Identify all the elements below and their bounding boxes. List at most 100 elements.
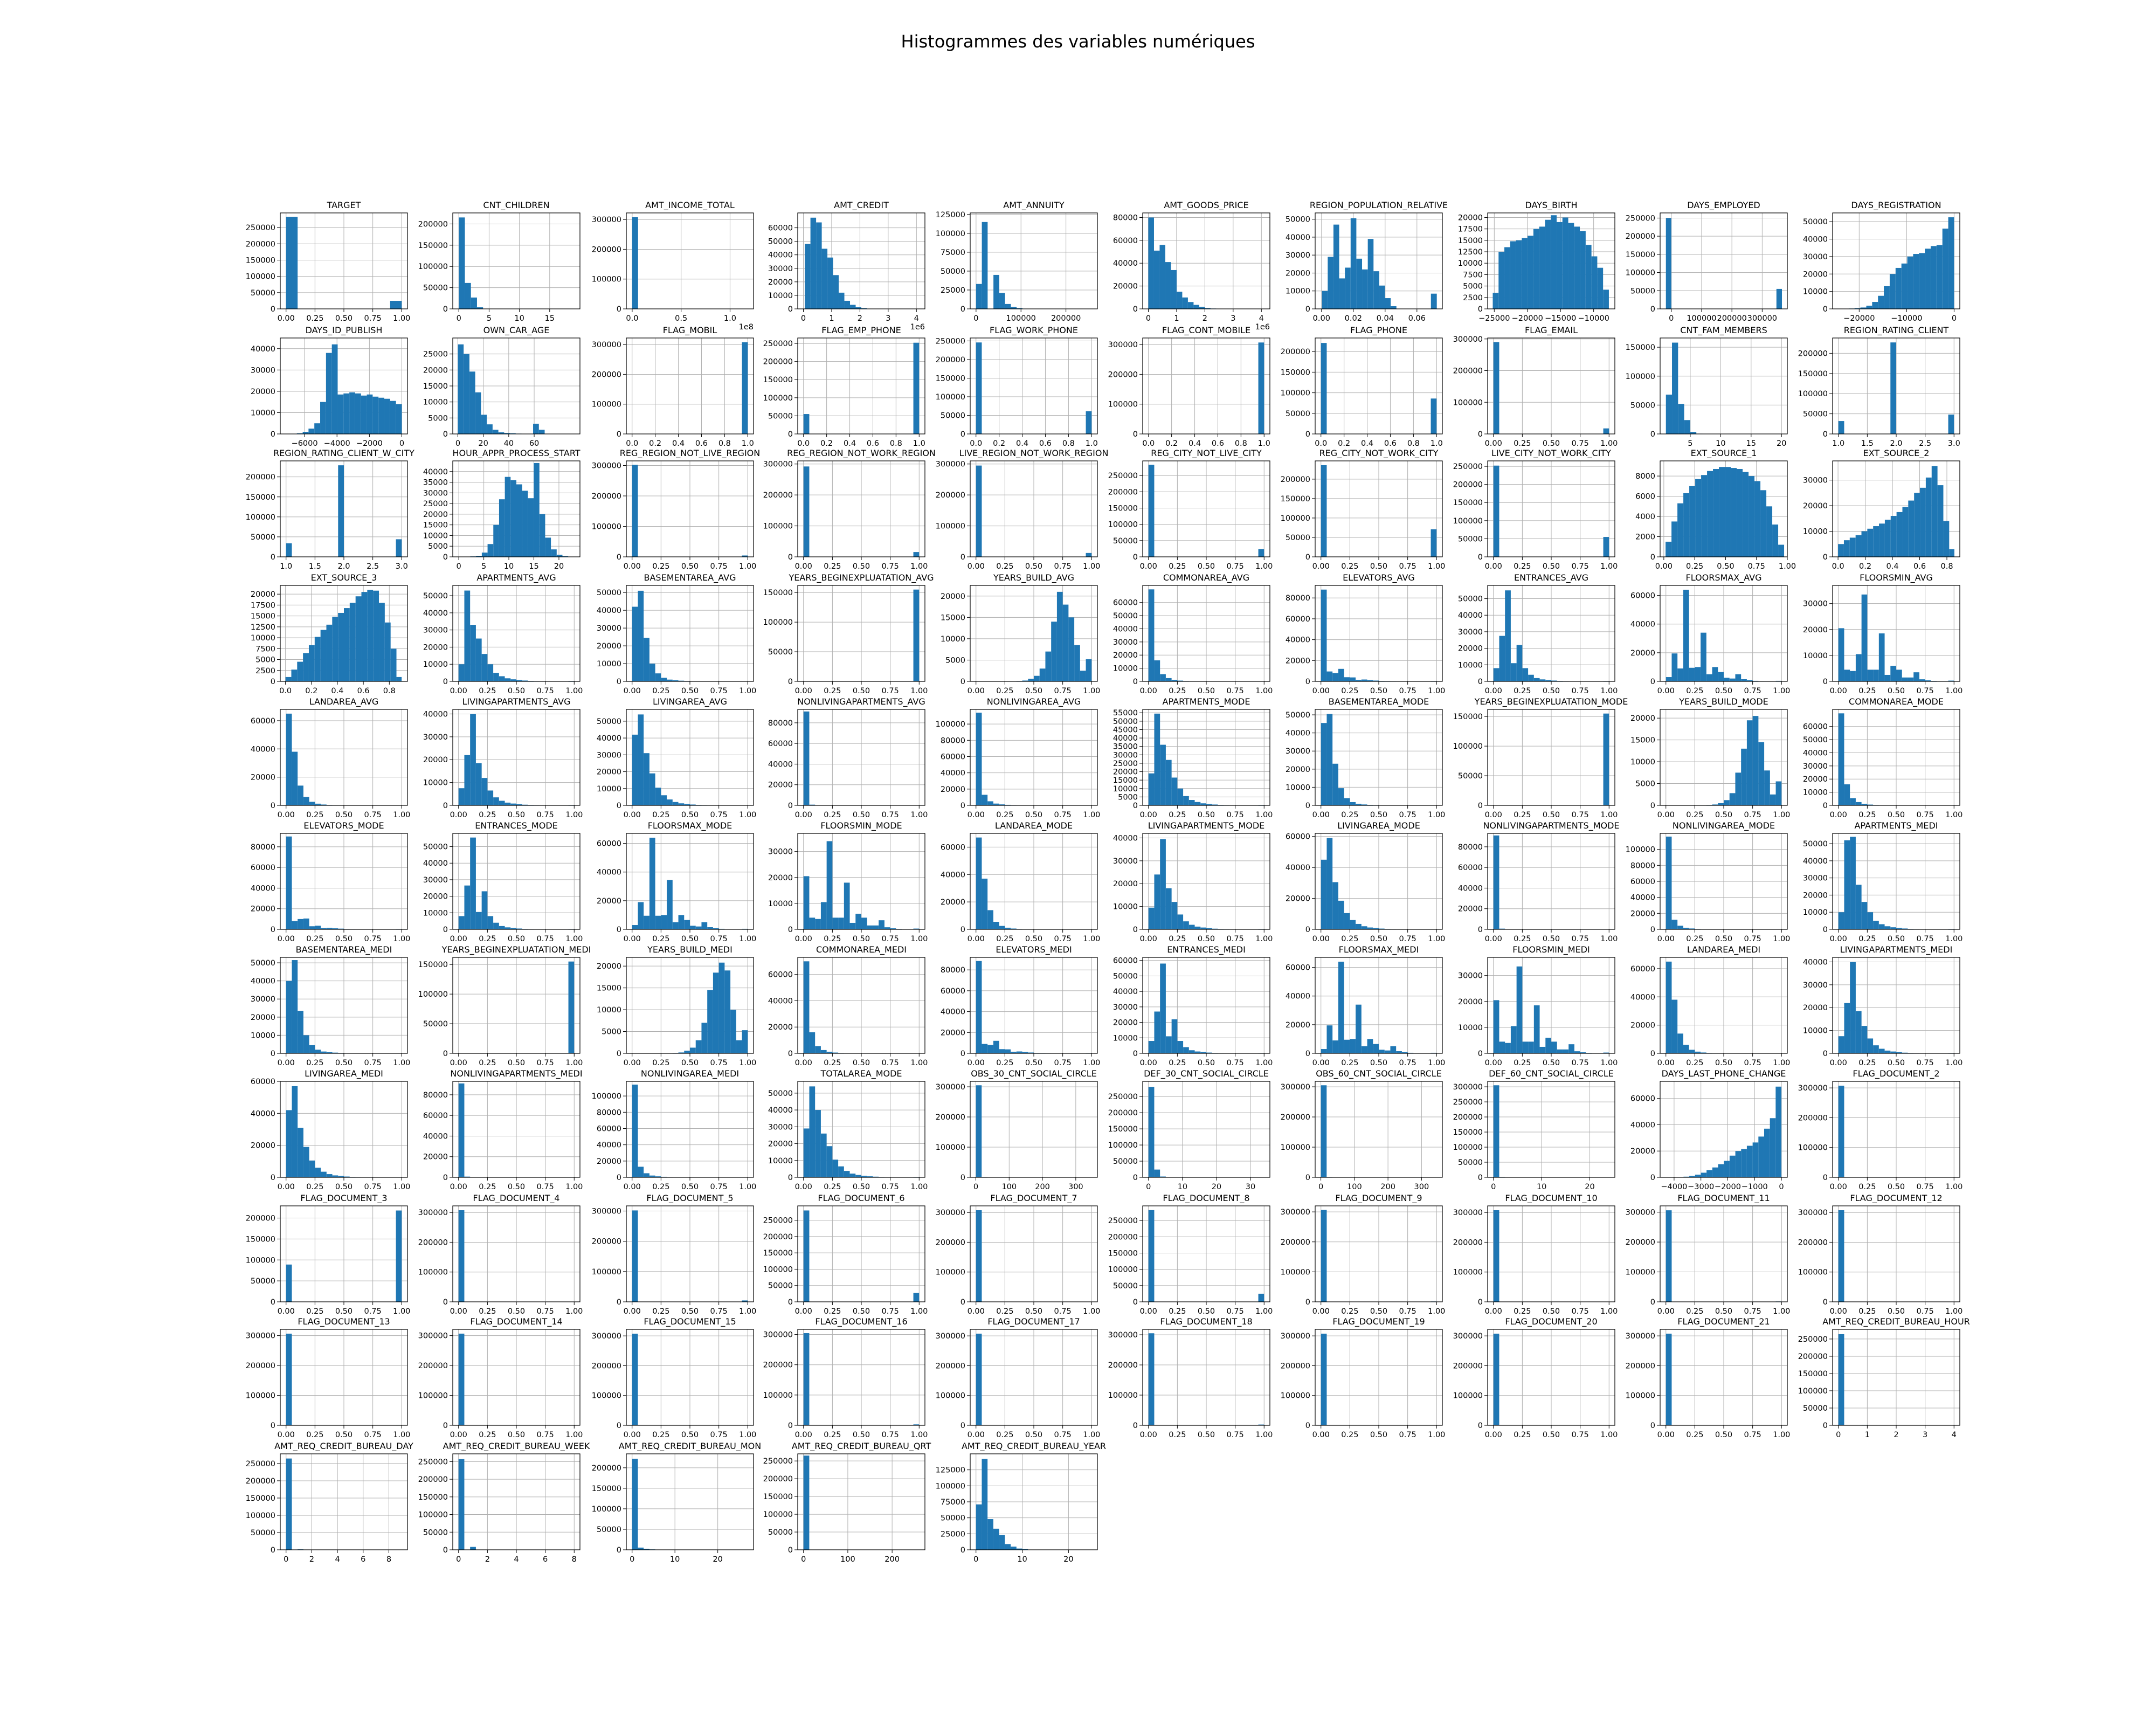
- histogram-bar: [309, 1160, 315, 1177]
- y-tick-label: 0: [271, 1174, 275, 1182]
- x-tick-label: 0.25: [1686, 935, 1703, 943]
- x-tick-label: 1.00: [739, 1183, 756, 1191]
- histogram-bar: [821, 249, 828, 309]
- panel-title: FLAG_DOCUMENT_2: [1853, 1068, 1939, 1079]
- histogram-bar: [1689, 1176, 1695, 1177]
- x-tick-label: 15: [1746, 439, 1756, 448]
- histogram-bar: [1838, 912, 1844, 929]
- panel-title: NONLIVINGAPARTMENTS_MODE: [1483, 820, 1619, 831]
- panel-title: LANDAREA_MEDI: [1687, 944, 1760, 955]
- histogram-bar: [286, 1264, 292, 1302]
- y-tick-label: 5000: [1463, 282, 1483, 291]
- y-tick-label: 40000: [597, 606, 621, 615]
- y-tick-label: 50000: [1803, 736, 1828, 744]
- panel-title: APARTMENTS_MEDI: [1854, 820, 1938, 831]
- y-tick-label: 200000: [1453, 367, 1483, 376]
- x-tick-label: 0.00: [278, 811, 295, 819]
- histogram-bar: [1028, 1052, 1034, 1053]
- histogram-panel: 0.00 0.25 0.50 0.75 1.0002000040000600008000…: [936, 696, 1101, 819]
- y-tick-label: 30000: [597, 751, 621, 760]
- panel-title: COMMONAREA_AVG: [1163, 572, 1249, 583]
- histogram-bar: [1729, 678, 1736, 681]
- histogram-panel: 0.0 0.2 0.4 0.6 0.8 1.00100000200000300000FLA…: [592, 325, 754, 448]
- histogram-bar: [286, 1334, 292, 1425]
- y-tick-label: 35000: [423, 479, 448, 487]
- y-tick-label: 30000: [1803, 600, 1828, 609]
- x-tick-label: 1.00: [739, 1431, 756, 1439]
- panel-title: FLAG_MOBIL: [663, 325, 717, 336]
- x-tick-label: 0.4: [844, 439, 856, 448]
- y-tick-label: 50000: [597, 1526, 621, 1534]
- y-tick-label: 0: [960, 926, 965, 934]
- x-tick-label: 0.75: [536, 1307, 554, 1316]
- histogram-bar: [1671, 521, 1678, 557]
- x-tick-label: 0.50: [1370, 1431, 1387, 1439]
- x-tick-label: 0.50: [1715, 1307, 1732, 1316]
- histogram-bar: [1603, 289, 1609, 309]
- x-tick-label: 0.4: [1361, 439, 1373, 448]
- x-tick-label: 2: [1203, 314, 1207, 323]
- histogram-bar: [1689, 486, 1696, 557]
- x-tick-label: 0.00: [1655, 562, 1673, 571]
- y-tick-label: 0: [271, 1546, 275, 1555]
- histogram-bar: [1764, 1128, 1770, 1177]
- histogram-bar: [1086, 553, 1092, 557]
- histogram-bar: [1741, 748, 1747, 805]
- histogram-bar: [1148, 589, 1155, 681]
- histogram-bar: [1321, 343, 1327, 434]
- histogram-bar: [1677, 668, 1683, 681]
- x-tick-label: 20: [1212, 1183, 1221, 1191]
- x-tick-label: −4000: [324, 439, 350, 448]
- histogram-panel: 0.00 0.25 0.50 0.75 1.000100000200000300000F…: [592, 1316, 757, 1439]
- histogram-bar: [1718, 803, 1724, 805]
- histogram-bar: [298, 785, 303, 805]
- histogram-bar: [309, 926, 315, 929]
- histogram-bar: [504, 433, 510, 434]
- x-tick-label: 1.00: [739, 1307, 756, 1316]
- panel-title: FLAG_DOCUMENT_5: [646, 1193, 733, 1204]
- y-tick-label: 40000: [251, 345, 275, 354]
- y-tick-label: 0: [788, 430, 793, 439]
- y-tick-label: 10000: [1458, 259, 1483, 268]
- y-tick-label: 15000: [251, 612, 275, 621]
- histogram-bar: [493, 673, 499, 681]
- panel-title: FLAG_DOCUMENT_14: [470, 1316, 562, 1327]
- x-tick-label: 0.2: [305, 687, 317, 695]
- x-tick-label: 0.50: [1543, 1059, 1560, 1067]
- x-tick-label: 1.00: [1428, 1307, 1445, 1316]
- x-tick-label: 0.75: [536, 1431, 554, 1439]
- y-tick-label: 20000: [941, 898, 965, 907]
- panel-title: AMT_REQ_CREDIT_BUREAU_DAY: [274, 1441, 413, 1452]
- histogram-bar: [1931, 466, 1938, 557]
- x-tick-label: 0.50: [1198, 1307, 1215, 1316]
- y-tick-label: 0: [1133, 1174, 1138, 1182]
- histogram-bar: [522, 680, 528, 681]
- histogram-bar: [1086, 659, 1092, 681]
- y-tick-label: 50000: [1803, 410, 1828, 419]
- x-tick-label: 0.00: [795, 811, 812, 819]
- y-tick-label: 0: [1650, 926, 1655, 934]
- x-tick-label: 0.00: [278, 1307, 295, 1316]
- histogram-bar: [1689, 928, 1695, 929]
- y-tick-label: 20000: [768, 1023, 793, 1032]
- x-tick-label: 0.25: [652, 811, 669, 819]
- y-tick-label: 100000: [936, 522, 965, 531]
- y-tick-label: 0: [788, 1050, 793, 1058]
- y-tick-label: 0: [1133, 926, 1138, 934]
- x-tick-label: 0.75: [1916, 1307, 1933, 1316]
- x-tick-label: 200: [884, 1555, 900, 1564]
- x-tick-label: −2000: [356, 439, 383, 448]
- histogram-panel: 0.00 0.25 0.50 0.75 1.000100000200000300000L…: [936, 448, 1109, 571]
- y-tick-label: 0: [1650, 1174, 1655, 1182]
- y-tick-label: 50000: [941, 267, 965, 276]
- y-tick-label: 10000: [423, 909, 448, 917]
- x-tick-label: 0.50: [1025, 1431, 1042, 1439]
- y-tick-label: 20000: [597, 1157, 621, 1166]
- y-tick-label: 0: [1478, 1422, 1483, 1430]
- y-tick-label: 200000: [763, 1475, 793, 1484]
- x-tick-label: 1.0: [1832, 439, 1844, 448]
- x-tick-label: 0.75: [881, 1431, 899, 1439]
- x-tick-label: 0.00: [1140, 1431, 1157, 1439]
- histogram-bar: [1086, 411, 1092, 434]
- y-tick-label: 100000: [1626, 846, 1655, 854]
